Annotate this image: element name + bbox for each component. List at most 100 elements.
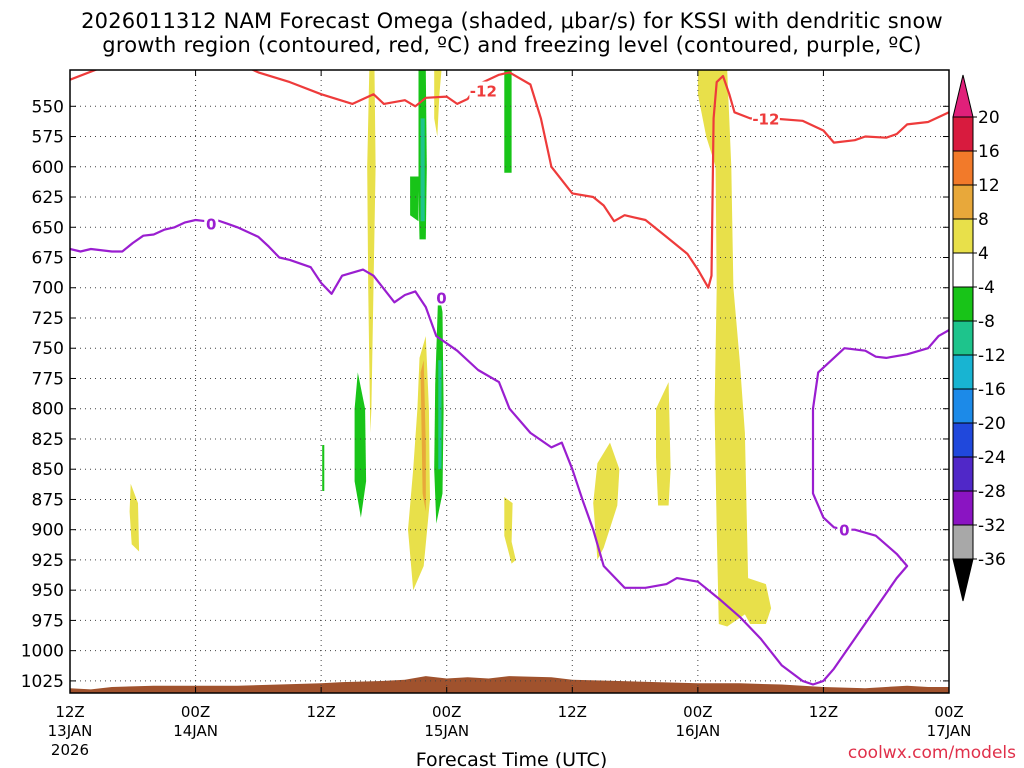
omega-shade	[420, 360, 426, 512]
y-tick-label: 975	[32, 611, 64, 631]
freezing-level-contour-line	[70, 218, 949, 686]
colorbar-segment	[952, 456, 974, 492]
colorbar-label: -28	[978, 482, 1006, 502]
colorbar-segment	[952, 286, 974, 322]
x-tick-year-label: 2026	[51, 741, 89, 759]
colorbar-segment	[952, 354, 974, 390]
contour-label-bg	[751, 109, 780, 127]
y-tick-label: 1025	[21, 672, 64, 692]
colorbar-label: -16	[978, 380, 1006, 400]
colorbar-segment	[952, 116, 974, 152]
colorbar-top-arrow	[952, 74, 974, 118]
omega-shade	[656, 382, 671, 506]
colorbar-segment	[952, 490, 974, 526]
x-tick-sublabel: 17JAN	[927, 722, 972, 740]
dendritic-contour-line	[70, 70, 949, 289]
y-tick-label: 650	[32, 218, 64, 238]
colorbar-label: 4	[978, 244, 989, 264]
contour-label-purple: 0	[436, 289, 446, 307]
x-tick-label: 12Z	[306, 703, 335, 721]
x-tick-sublabel: 13JAN	[48, 722, 93, 740]
colorbar-segment	[952, 320, 974, 356]
contour-label-bg	[434, 288, 449, 306]
colorbar-label: 16	[978, 142, 1000, 162]
colorbar-label: -4	[978, 278, 995, 298]
plot-area: -12 -12 0 0 0	[70, 70, 949, 693]
colorbar-segment	[952, 184, 974, 220]
colorbar-label: 12	[978, 176, 1000, 196]
omega-shade	[504, 70, 512, 173]
omega-shade	[408, 336, 430, 591]
contour-label-purple: 0	[206, 216, 216, 234]
x-tick-label: 00Z	[934, 703, 963, 721]
y-tick-label: 675	[32, 249, 64, 269]
y-tick-label: 550	[32, 97, 64, 117]
credit-text: coolwx.com/models	[847, 743, 1016, 763]
chart-title-line1: 2026011312 NAM Forecast Omega (shaded, μ…	[81, 9, 943, 33]
x-tick-label: 00Z	[432, 703, 461, 721]
contour-label-bg	[204, 214, 219, 232]
x-tick-label: 12Z	[55, 703, 84, 721]
omega-shade	[354, 372, 367, 518]
x-tick-sublabel: 14JAN	[173, 722, 218, 740]
colorbar-bottom-arrow	[952, 558, 974, 602]
omega-shade	[410, 176, 419, 222]
y-tick-label: 925	[32, 551, 64, 571]
x-axis-title: Forecast Time (UTC)	[416, 749, 607, 768]
colorbar: 20 16 12 8 4 -4 -8 -12 -16 -20 -24 -28 -32 -36	[952, 74, 1006, 602]
colorbar-label: -8	[978, 312, 995, 332]
omega-shade	[697, 70, 772, 627]
y-tick-label: 725	[32, 309, 64, 329]
y-tick-label: 950	[32, 581, 64, 601]
x-tick-label: 00Z	[181, 703, 210, 721]
contour-label-bg	[837, 520, 852, 538]
colorbar-label: 20	[978, 108, 1000, 128]
omega-shade	[438, 360, 442, 470]
terrain-fill	[70, 676, 949, 693]
y-tick-label: 750	[32, 339, 64, 359]
omega-shade	[504, 497, 516, 564]
colorbar-segment	[952, 388, 974, 424]
contour-label-purple: 0	[839, 522, 849, 540]
chart-title-line2: growth region (contoured, red, ºC) and f…	[102, 33, 922, 57]
contour-label-bg	[469, 81, 498, 99]
colorbar-segment	[952, 218, 974, 254]
omega-shade	[593, 442, 620, 560]
omega-shade	[129, 483, 140, 552]
y-tick-label: 600	[32, 158, 64, 178]
x-tick-label: 00Z	[683, 703, 712, 721]
colorbar-segment	[952, 422, 974, 458]
colorbar-label: -32	[978, 516, 1006, 536]
y-tick-label: 625	[32, 188, 64, 208]
x-tick-label: 12Z	[809, 703, 838, 721]
colorbar-segment	[952, 252, 974, 288]
axes: 550 575 600 625 650 675 700 725 750 775 800 825 850 8…	[21, 69, 972, 768]
colorbar-label: -12	[978, 346, 1006, 366]
colorbar-label: -24	[978, 448, 1006, 468]
colorbar-label: 8	[978, 210, 989, 230]
y-tick-label: 850	[32, 460, 64, 480]
y-tick-label: 1000	[21, 642, 64, 662]
y-tick-label: 700	[32, 279, 64, 299]
colorbar-segment	[952, 524, 974, 560]
y-tick-label: 875	[32, 490, 64, 510]
contour-label-red: -12	[752, 110, 779, 128]
omega-shade	[367, 70, 376, 433]
x-tick-label: 12Z	[558, 703, 587, 721]
x-tick-sublabel: 16JAN	[675, 722, 720, 740]
omega-shade	[420, 118, 425, 222]
colorbar-label: -36	[978, 550, 1006, 570]
contour-label-red: -12	[470, 83, 497, 101]
plot-frame	[69, 69, 950, 694]
y-tick-label: 575	[32, 128, 64, 148]
x-tick-sublabel: 15JAN	[424, 722, 469, 740]
y-tick-label: 775	[32, 369, 64, 389]
y-tick-label: 825	[32, 430, 64, 450]
colorbar-label: -20	[978, 414, 1006, 434]
colorbar-segment	[952, 150, 974, 186]
y-tick-label: 900	[32, 521, 64, 541]
omega-shade	[434, 70, 442, 137]
plot-content: -12 -12 0 0 0	[70, 70, 949, 693]
y-tick-label: 800	[32, 400, 64, 420]
